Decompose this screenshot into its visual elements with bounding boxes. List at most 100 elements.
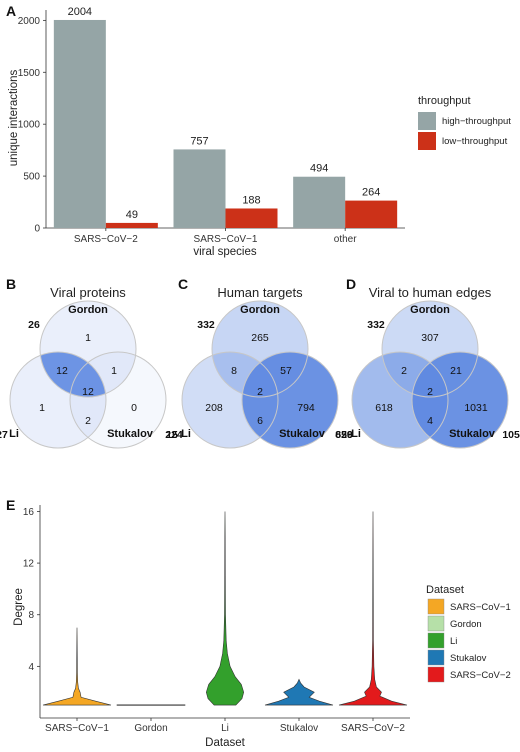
venn-outline [9,351,107,449]
panel-a-ylabel: unique interactions [8,69,20,166]
panel-a-legend-title: throughput [418,95,471,107]
venn-set-name-stukalov: Stukalov [279,428,326,440]
bar-high-throughput-sars-cov-2 [53,19,106,228]
panel-letter-b: B [6,276,16,292]
violin-sars-cov-2 [338,511,408,706]
bar-data-label: 494 [310,163,328,175]
venn-region-count-s: 1031 [464,402,488,414]
venn-region-count-g: 307 [421,332,439,344]
legend-label-high-throughput: high−throughput [442,116,511,127]
venn-region-count-gs: 21 [450,365,462,377]
panel-e-ytick-label: 16 [23,507,35,518]
venn-region-count-gl: 8 [231,365,237,377]
panel-a-ytick-label: 2000 [18,16,41,27]
venn-total-li: 27 [0,429,8,441]
venn-region-count-l: 618 [375,402,393,414]
venn-total-gordon: 332 [367,319,385,331]
venn-region-count-ls: 4 [427,415,433,427]
panel-a-ytick-label: 1000 [18,120,41,131]
bar-low-throughput-sars-cov-1 [225,208,278,228]
venn-set-name-gordon: Gordon [68,304,108,316]
venn-circle-stukalov [412,352,508,448]
venn-outline [241,351,339,449]
venn-region-count-gl: 12 [56,365,68,377]
venn-set-name-li: Li [351,428,361,440]
panel-e-ytick-label: 12 [23,559,35,570]
legend-swatch-sars-cov-1 [427,598,445,615]
legend-label-sars-cov-1: SARS−CoV−1 [450,602,511,613]
venn-total-stukalov: 1058 [502,429,520,441]
legend-swatch-stukalov [427,649,445,666]
panel-a-bar-chart: unique interactions viral species 0 500 10… [8,6,511,258]
legend-swatch-high-throughput [418,112,436,130]
venn-set-name-gordon: Gordon [240,304,280,316]
panel-a-ytick-label: 0 [34,224,40,235]
legend-label-gordon: Gordon [450,619,482,630]
panel-e-xtick-label: SARS−CoV−2 [341,723,405,734]
panel-a-ytick-label: 500 [23,172,40,183]
venn-outline [181,351,279,449]
venn-region-count-ls: 2 [85,415,91,427]
venn-overlap-gordon-li [40,352,106,397]
venn-total-stukalov: 859 [335,429,353,441]
venn-region-count-s: 0 [131,402,137,414]
panel-e-legend-title: Dataset [426,584,464,596]
venn-total-gordon: 26 [28,319,40,331]
panel-a-xtick-label: SARS−CoV−1 [194,234,258,245]
bar-high-throughput-sars-cov-1 [173,149,226,228]
legend-label-sars-cov-2: SARS−CoV−2 [450,670,511,681]
venn-set-name-stukalov: Stukalov [107,428,154,440]
bar-low-throughput-other [345,200,398,228]
panel-a-xtick-label: other [334,234,357,245]
panel-a-xtick-label: SARS−CoV−2 [74,234,138,245]
legend-label-li: Li [450,636,457,647]
venn-outline [411,351,509,449]
bar-data-label: 49 [126,209,138,221]
venn-total-gordon: 332 [197,319,215,331]
venn-region-count-l: 1 [39,402,45,414]
venn-region-count-g: 1 [85,332,91,344]
venn-title: Viral to human edges [369,285,492,300]
panel-d-venn: Viral to human edges Gordon Li Stukalov 332 6… [335,285,520,449]
venn-set-name-li: Li [181,428,191,440]
legend-label-low-throughput: low−throughput [442,136,508,147]
bar-data-label: 188 [242,194,260,206]
violin-gordon [116,704,186,706]
violin-stukalov [264,678,334,706]
panel-a-ytick-label: 1500 [18,68,41,79]
bar-low-throughput-sars-cov-2 [105,222,158,228]
venn-total-stukalov: 15 [166,429,178,441]
panel-e-ylabel: Degree [13,588,25,626]
panel-e-xtick-label: Li [221,723,229,734]
venn-title: Viral proteins [50,285,126,300]
venn-circle-stukalov [242,352,338,448]
violin-sars-cov-1 [42,627,112,706]
panel-e-violin-chart: Degree Dataset 4 8 12 16 SARS−CoV−1 Gordon Li S… [13,505,511,749]
venn-outline [69,351,167,449]
venn-region-count-s: 794 [297,402,315,414]
venn-set-name-stukalov: Stukalov [449,428,496,440]
panel-e-xtick-label: Gordon [134,723,167,734]
panel-e-ytick-label: 8 [28,610,34,621]
panel-b-venn: Viral proteins Gordon Li Stukalov 26 27 15 1 1 0 1… [0,285,178,449]
venn-total-li: 626 [335,429,353,441]
legend-swatch-gordon [427,615,445,632]
legend-label-stukalov: Stukalov [450,653,487,664]
legend-swatch-li [427,632,445,649]
venn-region-count-ls: 6 [257,415,263,427]
venn-set-name-gordon: Gordon [410,304,450,316]
panel-letter-a: A [6,3,16,19]
venn-region-count-gs: 1 [111,365,117,377]
venn-region-count-gls: 2 [257,386,263,398]
violin-li [205,511,245,706]
panel-a-xlabel: viral species [193,246,257,258]
panel-e-xtick-label: SARS−CoV−1 [45,723,109,734]
venn-outline [351,351,449,449]
panel-letter-e: E [6,497,15,513]
bar-data-label: 757 [190,135,208,147]
panel-letter-c: C [178,276,188,292]
venn-total-li: 224 [165,429,183,441]
venn-region-count-g: 265 [251,332,269,344]
